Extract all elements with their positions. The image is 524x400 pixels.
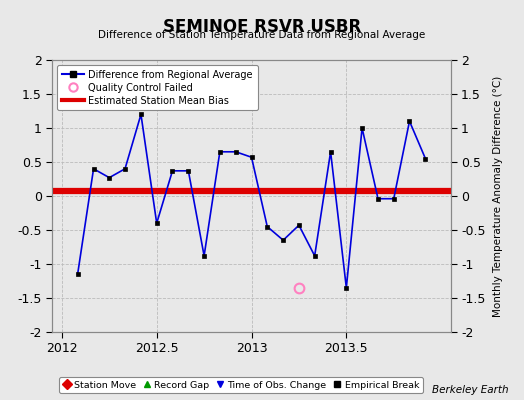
Legend: Difference from Regional Average, Quality Control Failed, Estimated Station Mean: Difference from Regional Average, Qualit…	[57, 65, 258, 110]
Y-axis label: Monthly Temperature Anomaly Difference (°C): Monthly Temperature Anomaly Difference (…	[493, 75, 503, 317]
Text: Difference of Station Temperature Data from Regional Average: Difference of Station Temperature Data f…	[99, 30, 425, 40]
Text: Berkeley Earth: Berkeley Earth	[432, 385, 508, 395]
Legend: Station Move, Record Gap, Time of Obs. Change, Empirical Break: Station Move, Record Gap, Time of Obs. C…	[59, 377, 423, 393]
Text: SEMINOE RSVR USBR: SEMINOE RSVR USBR	[163, 18, 361, 36]
